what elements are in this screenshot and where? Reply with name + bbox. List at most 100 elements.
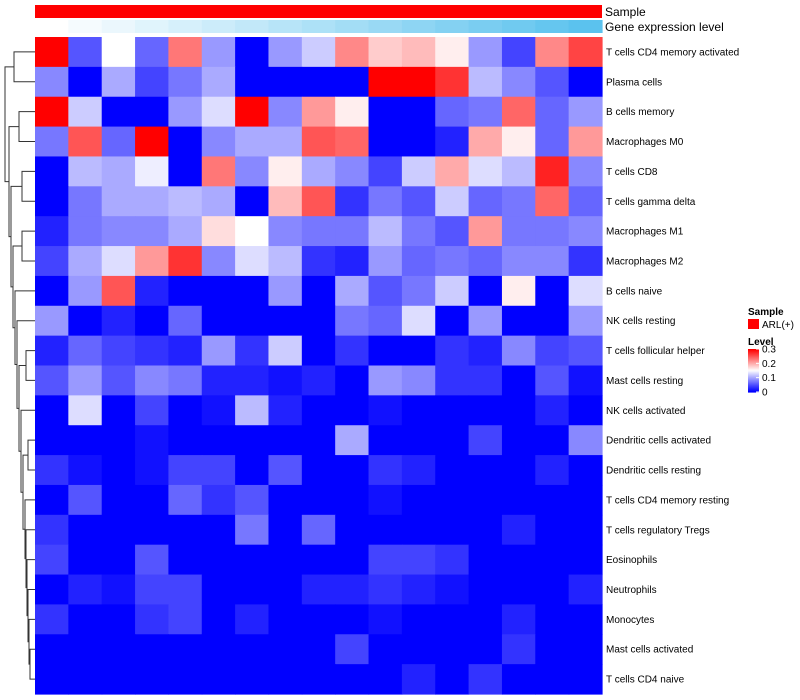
heatmap-cell [435, 634, 470, 665]
row-label: Monocytes [606, 615, 654, 626]
heatmap-cell [368, 246, 403, 277]
legend-gradient-step [748, 353, 759, 356]
legend-gradient-step [748, 372, 759, 375]
heatmap-cell [268, 216, 303, 247]
heatmap-cell [501, 604, 536, 635]
heatmap-cell [401, 574, 436, 606]
heatmap-cell [568, 156, 603, 187]
legend-gradient-step [748, 376, 759, 378]
heatmap-cell [268, 186, 303, 217]
heatmap-cell [535, 66, 570, 98]
legend-sample-title: Sample [748, 307, 784, 318]
heatmap-cell [35, 425, 69, 456]
legend-gradient-step [748, 354, 759, 357]
heatmap-cell [101, 664, 136, 695]
heatmap-cell [135, 604, 170, 635]
heatmap-cell [535, 395, 570, 426]
heatmap-cell [468, 126, 503, 158]
gene-expression-track-cell [68, 20, 103, 33]
heatmap-cell [535, 574, 570, 606]
heatmap-cell [301, 484, 336, 516]
legend-tick-label: 0.1 [762, 373, 776, 384]
row-label: Dendritic cells activated [606, 436, 711, 447]
legend-gradient-step [748, 381, 759, 383]
heatmap-cell [168, 66, 203, 98]
heatmap-cell [268, 126, 303, 158]
heatmap-cell [35, 574, 69, 606]
heatmap-cell [301, 186, 336, 217]
heatmap-cell [35, 604, 69, 635]
legend-gradient-step [748, 374, 759, 376]
heatmap-cell [435, 514, 470, 546]
heatmap-cell [135, 574, 170, 606]
heatmap-cell [568, 246, 603, 277]
heatmap-cell [301, 216, 336, 247]
heatmap-cell [468, 634, 503, 665]
heatmap-cell [268, 96, 303, 128]
heatmap-cell [35, 37, 69, 68]
heatmap-cell [468, 455, 503, 486]
heatmap-cell [168, 216, 203, 247]
heatmap-cell [301, 275, 336, 307]
heatmap-cell [168, 156, 203, 187]
heatmap-cell [368, 66, 403, 98]
heatmap-cell [68, 604, 103, 635]
heatmap-cell [68, 335, 103, 367]
heatmap-cell [235, 275, 270, 307]
heatmap-cell [568, 634, 603, 665]
legend-gradient-step [748, 364, 759, 367]
row-dendrogram [4, 51, 35, 680]
heatmap-cell [68, 425, 103, 456]
gene-expression-track-cell [235, 20, 270, 33]
legend-gradient-step [748, 356, 759, 359]
heatmap-cell [235, 365, 270, 396]
heatmap-cell [235, 395, 270, 426]
legend-gradient-step [748, 373, 759, 376]
gene-expression-track-cell [468, 20, 503, 33]
heatmap-cell [401, 246, 436, 277]
heatmap-cell [68, 186, 103, 217]
dendrogram-branch [25, 350, 35, 381]
heatmap-cell [568, 574, 603, 606]
heatmap-cell [335, 484, 370, 516]
heatmap-cell [268, 246, 303, 277]
heatmap-cell [301, 544, 336, 576]
heatmap-cell [535, 216, 570, 247]
heatmap-cell [435, 455, 470, 486]
heatmap-cell [535, 604, 570, 635]
heatmap-cell [68, 246, 103, 277]
heatmap-cell [235, 514, 270, 546]
legend-gradient-step [748, 378, 759, 380]
heatmap-cell [501, 455, 536, 486]
heatmap-cell [368, 604, 403, 635]
heatmap-cell [535, 246, 570, 277]
heatmap-cell [201, 216, 236, 247]
heatmap-cell [468, 335, 503, 367]
heatmap-cell [301, 514, 336, 546]
heatmap-cell [501, 514, 536, 546]
heatmap-cell [435, 37, 470, 68]
heatmap-cell [368, 544, 403, 576]
heatmap-cell [501, 335, 536, 367]
row-label: T cells follicular helper [606, 346, 705, 357]
heatmap-cell [168, 365, 203, 396]
heatmap-cell [468, 604, 503, 635]
row-label: T cells regulatory Tregs [606, 525, 710, 536]
heatmap-cell [35, 126, 69, 158]
heatmap-cell [368, 484, 403, 516]
heatmap-cell [235, 544, 270, 576]
heatmap-cell [301, 425, 336, 456]
heatmap-cell [535, 156, 570, 187]
heatmap-cell [68, 395, 103, 426]
heatmap-cell [268, 395, 303, 426]
heatmap-cell [101, 455, 136, 486]
dendrogram-branch [12, 245, 22, 329]
gene-expression-track-label: Gene expression level [605, 20, 724, 34]
heatmap-cell [101, 186, 136, 217]
heatmap-cell [135, 186, 170, 217]
dendrogram-branch [21, 170, 35, 202]
gene-expression-track-cell [535, 20, 570, 33]
heatmap-cell [435, 544, 470, 576]
heatmap-cell [535, 96, 570, 128]
